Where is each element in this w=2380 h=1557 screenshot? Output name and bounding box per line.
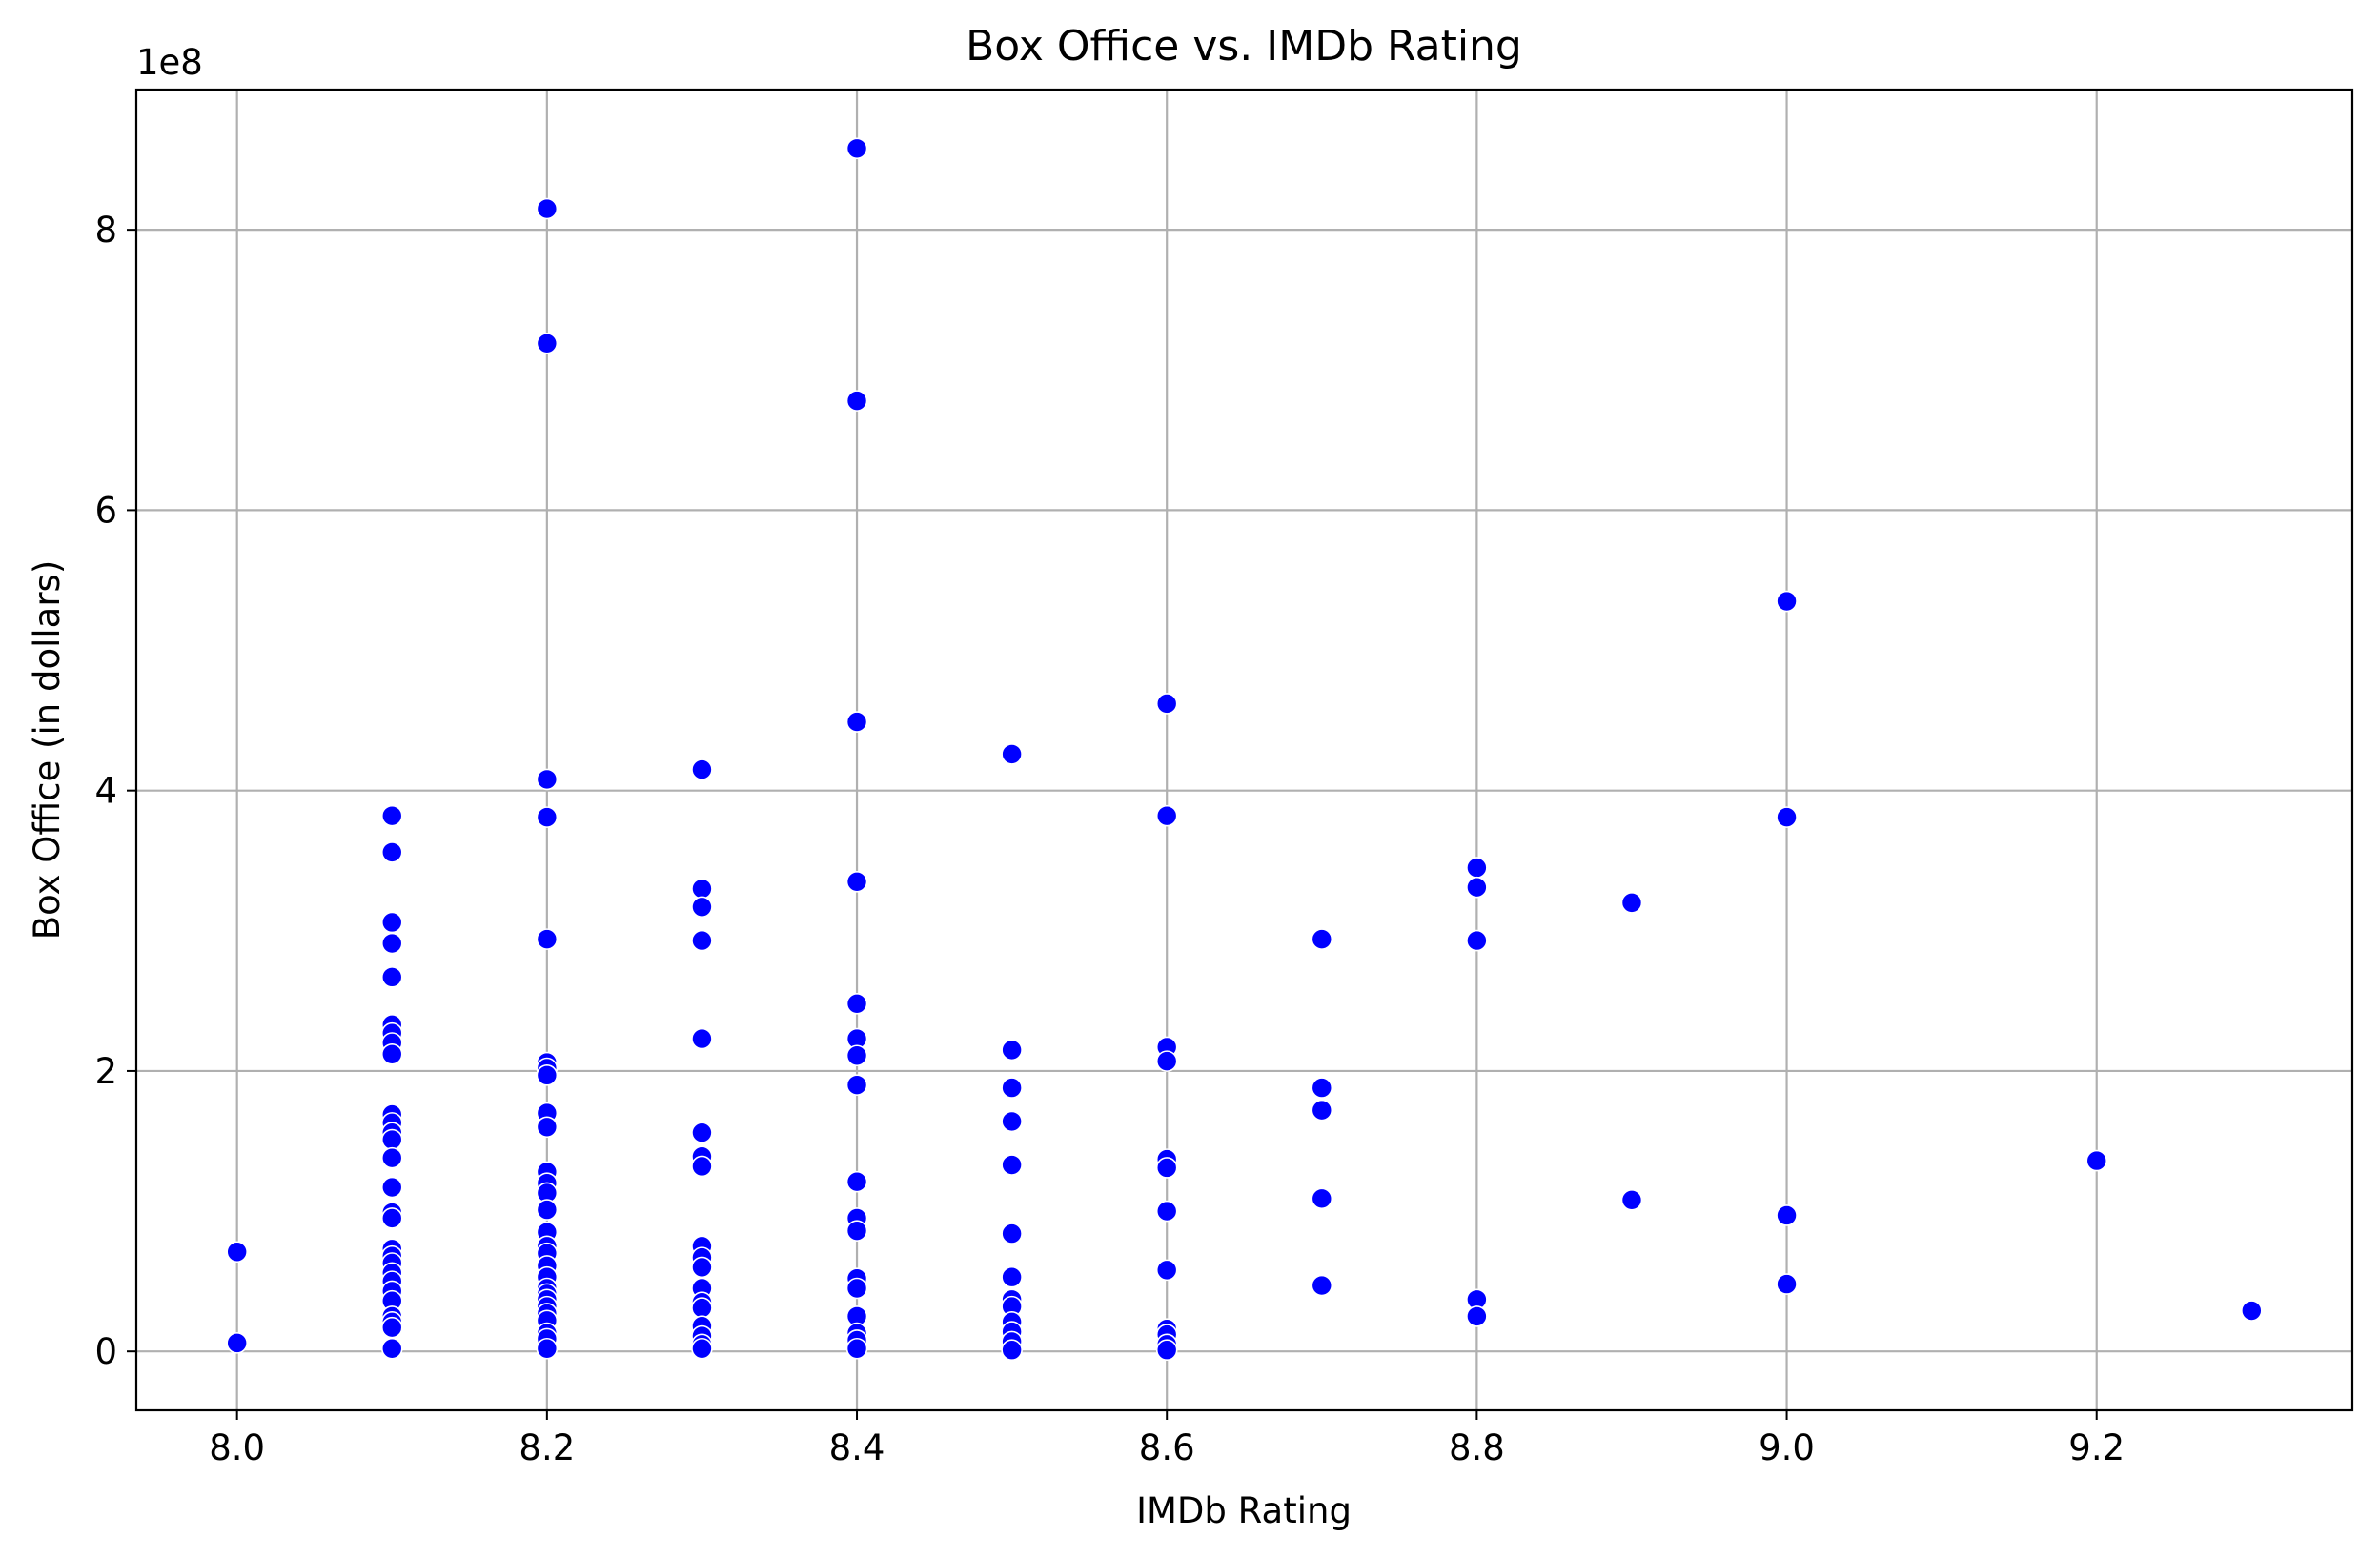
data-point <box>1001 1265 1023 1288</box>
data-point <box>536 928 559 950</box>
grid-lines <box>136 90 2352 1410</box>
data-point <box>1001 743 1023 765</box>
data-point <box>1155 1200 1178 1223</box>
x-tick-label: 8.6 <box>1139 1427 1195 1468</box>
data-point <box>845 1220 868 1242</box>
data-point <box>380 1207 403 1229</box>
chart-title: Box Office vs. IMDb Rating <box>966 22 1522 71</box>
data-point <box>1466 929 1488 952</box>
data-point <box>1311 1187 1333 1210</box>
x-tick-label: 8.4 <box>829 1427 885 1468</box>
x-tick-label: 9.0 <box>1759 1427 1815 1468</box>
data-point <box>845 993 868 1015</box>
data-point <box>1776 1204 1798 1226</box>
data-point <box>691 1297 713 1319</box>
data-point <box>2241 1300 2263 1322</box>
data-point <box>1311 1077 1333 1099</box>
x-tick-label: 9.2 <box>2068 1427 2125 1468</box>
data-point <box>1620 1188 1643 1211</box>
data-point <box>536 1116 559 1139</box>
data-points <box>226 137 2263 1362</box>
data-point <box>1001 1110 1023 1133</box>
data-point <box>536 806 559 828</box>
data-point <box>691 758 713 780</box>
data-point <box>691 1256 713 1279</box>
x-tick-label: 8.2 <box>519 1427 575 1468</box>
data-point <box>691 1155 713 1178</box>
data-point <box>845 1170 868 1193</box>
data-point <box>845 390 868 412</box>
data-point <box>1311 928 1333 950</box>
data-point <box>1466 876 1488 899</box>
data-point <box>1776 1273 1798 1295</box>
axes-frame <box>134 88 2354 1412</box>
x-tick-label: 8.8 <box>1449 1427 1505 1468</box>
data-point <box>380 841 403 863</box>
y-tick-label: 2 <box>94 1051 117 1092</box>
data-point <box>691 878 713 900</box>
data-point <box>536 333 559 354</box>
data-point <box>1155 804 1178 827</box>
data-point <box>380 1316 403 1339</box>
data-point <box>380 966 403 988</box>
data-point <box>691 1027 713 1050</box>
data-point <box>380 804 403 827</box>
data-point <box>845 1074 868 1096</box>
data-point <box>1155 1339 1178 1362</box>
data-point <box>380 911 403 934</box>
data-point <box>1155 1259 1178 1282</box>
y-axis-offset-label: 1e8 <box>136 42 203 83</box>
data-point <box>536 768 559 791</box>
data-point <box>1001 1339 1023 1362</box>
data-point <box>845 1337 868 1360</box>
data-point <box>1776 806 1798 828</box>
data-point <box>845 871 868 893</box>
data-point <box>845 137 868 160</box>
data-point <box>226 1332 248 1354</box>
data-point <box>1001 1223 1023 1244</box>
data-point <box>1155 1050 1178 1072</box>
data-point <box>380 1146 403 1169</box>
y-tick-label: 6 <box>94 490 117 531</box>
data-point <box>691 929 713 952</box>
data-point <box>536 1199 559 1221</box>
data-point <box>536 1064 559 1086</box>
y-axis-label: Box Office (in dollars) <box>27 560 68 940</box>
data-point <box>1311 1274 1333 1297</box>
y-tick-label: 4 <box>94 771 117 812</box>
data-point <box>1001 1154 1023 1176</box>
data-point <box>380 932 403 955</box>
data-point <box>691 1122 713 1143</box>
data-point <box>1001 1077 1023 1099</box>
data-point <box>1155 1157 1178 1179</box>
data-point <box>691 896 713 919</box>
data-point <box>380 1176 403 1199</box>
y-tick-label: 8 <box>94 210 117 251</box>
data-point <box>1311 1099 1333 1122</box>
data-point <box>691 1337 713 1360</box>
data-point <box>845 1044 868 1067</box>
y-tick-label: 0 <box>94 1331 117 1372</box>
data-point <box>845 1277 868 1300</box>
data-point <box>380 1337 403 1360</box>
data-point <box>536 197 559 220</box>
data-point <box>1466 1305 1488 1327</box>
data-point <box>845 711 868 733</box>
data-point <box>226 1241 248 1264</box>
data-point <box>536 1337 559 1360</box>
data-point <box>2085 1149 2108 1172</box>
data-point <box>1001 1039 1023 1062</box>
data-point <box>380 1128 403 1151</box>
data-point <box>380 1042 403 1065</box>
data-point <box>1155 693 1178 715</box>
data-point <box>1466 857 1488 879</box>
x-tick-label: 8.0 <box>209 1427 265 1468</box>
data-point <box>1620 892 1643 914</box>
axis-ticks: 8.0 8.2 8.4 8.6 8.8 9.0 9.2 0 2 4 6 8 <box>94 210 2125 1468</box>
x-axis-label: IMDb Rating <box>1136 1490 1352 1531</box>
data-point <box>1776 590 1798 613</box>
